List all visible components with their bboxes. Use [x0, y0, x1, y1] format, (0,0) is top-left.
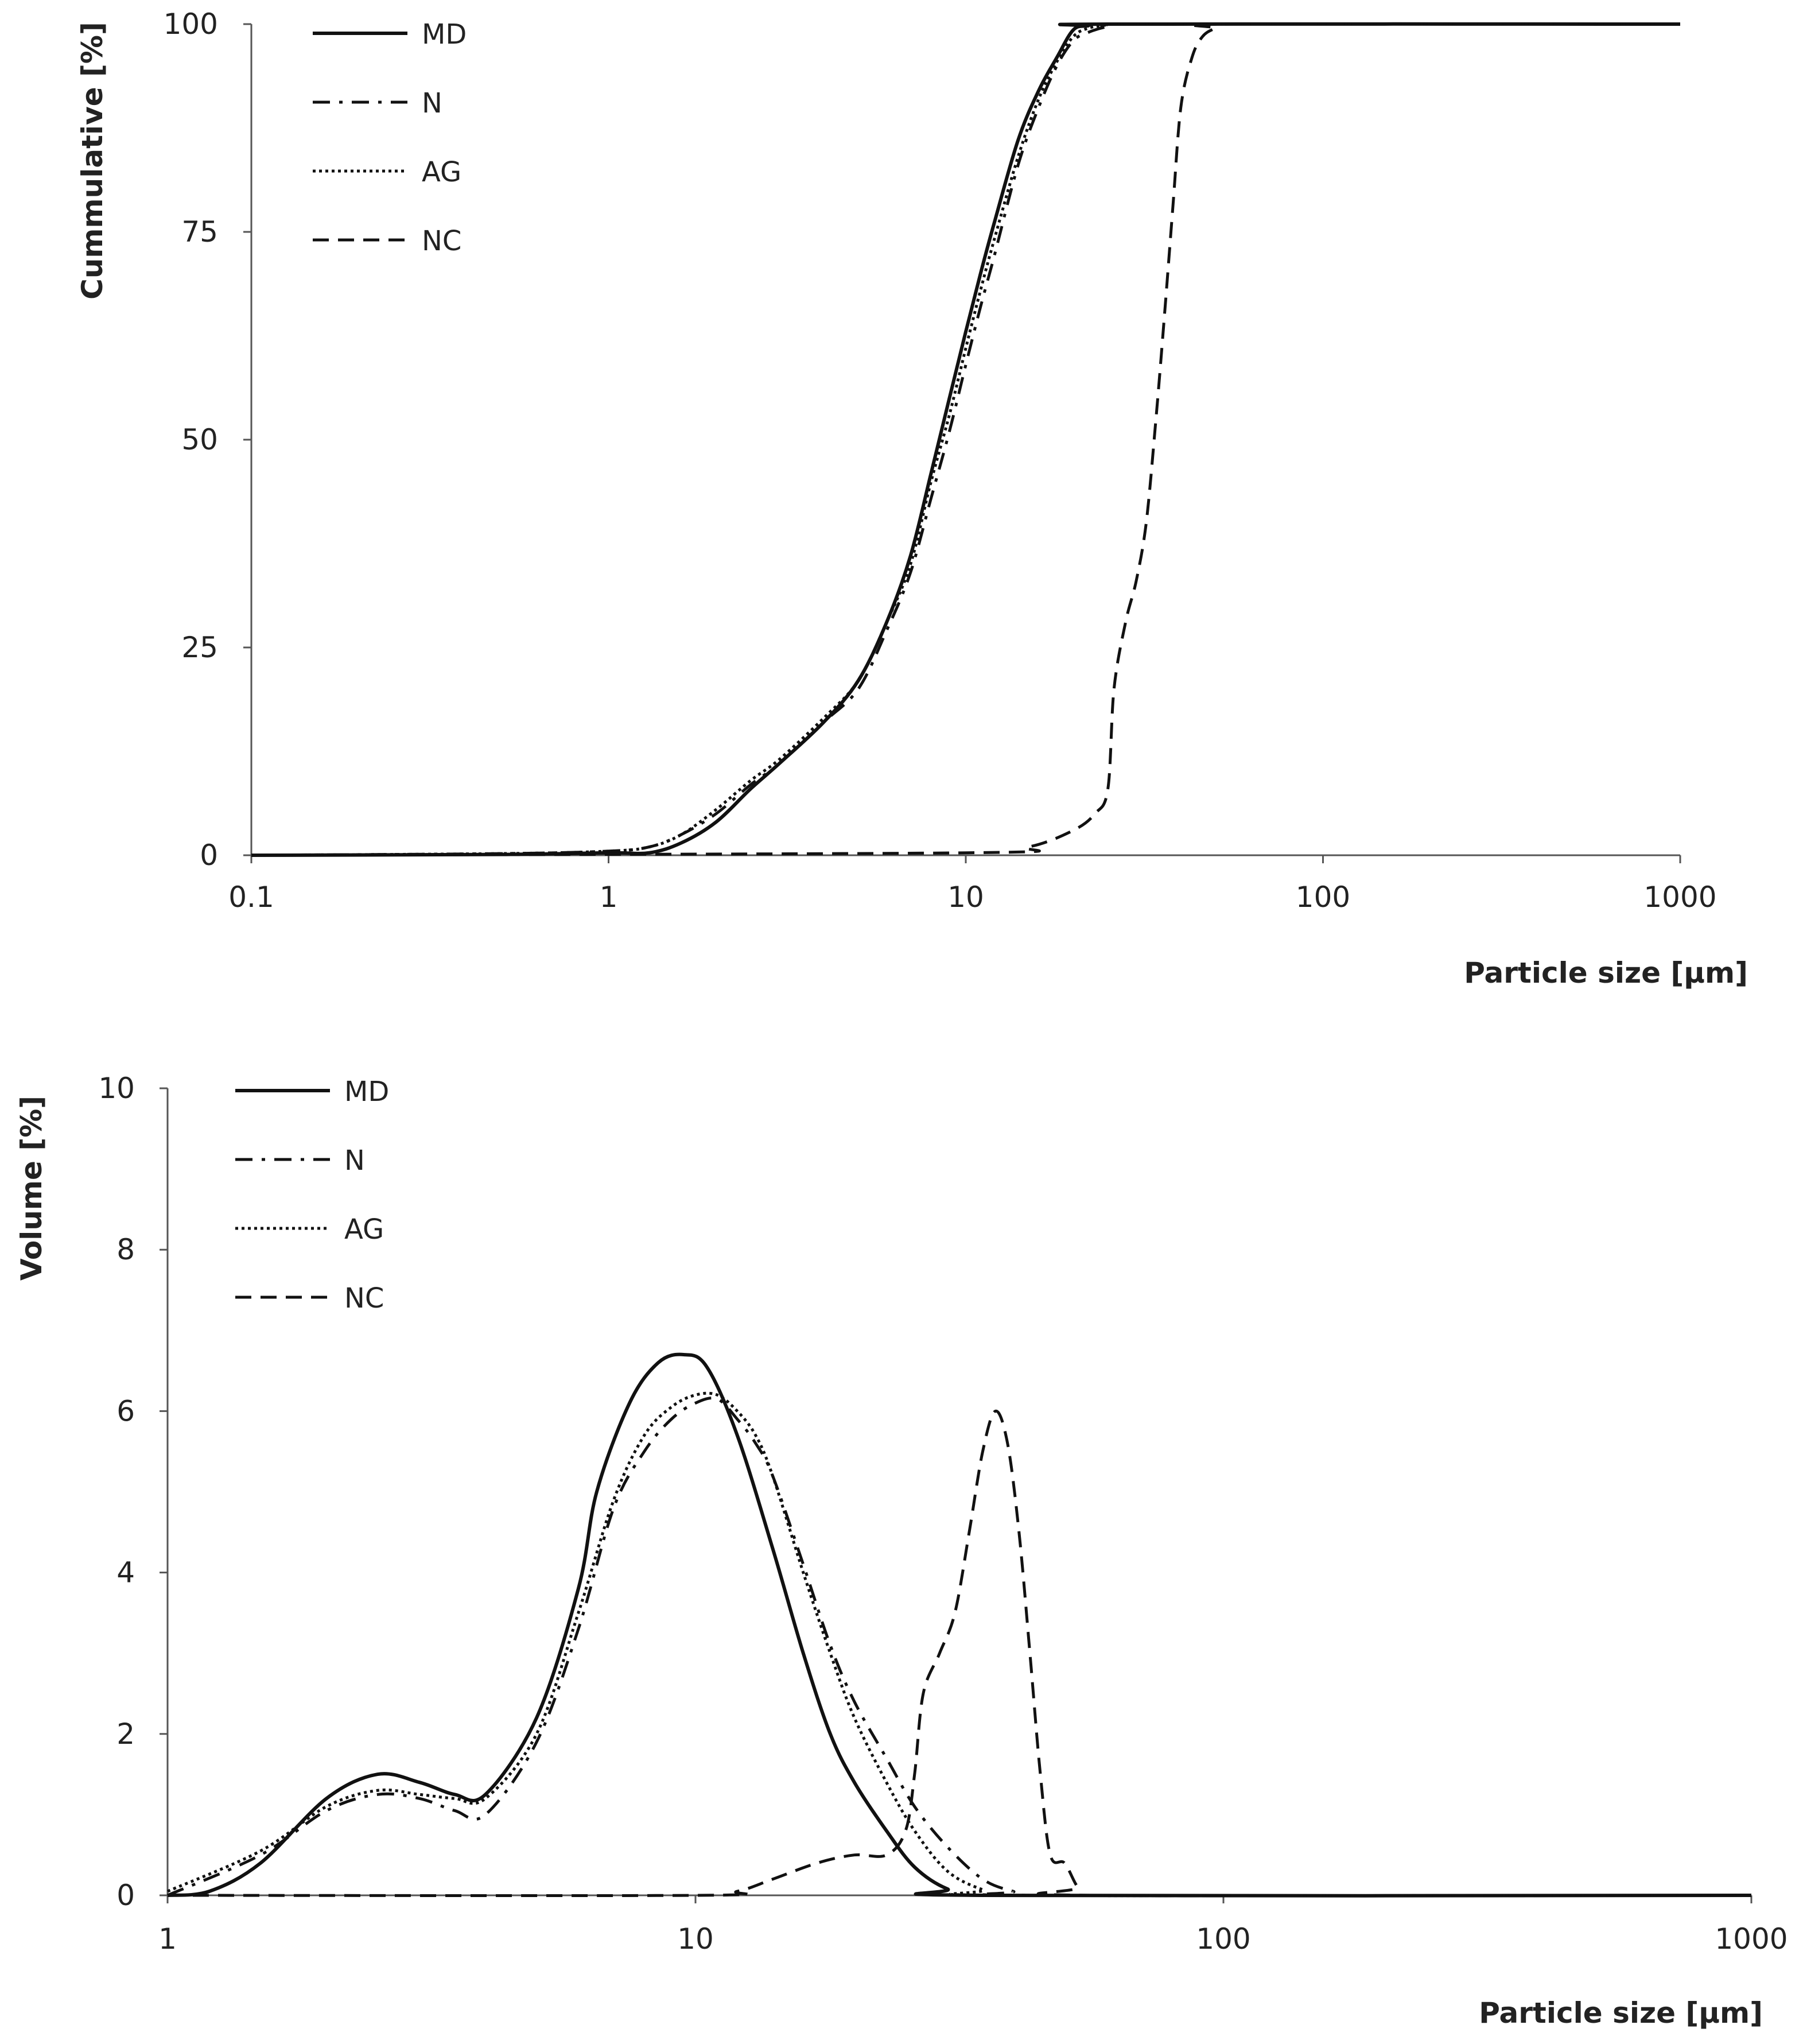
cumulative-y-tick-label: 25: [181, 631, 218, 664]
cumulative-x-tick-label: 10: [947, 881, 984, 914]
volume-y-tick-label: 0: [116, 1879, 135, 1912]
volume-legend-label-n: N: [344, 1145, 365, 1177]
cumulative-x-tick-label: 100: [1296, 881, 1350, 914]
cumulative-series-n: [251, 22, 1681, 857]
cumulative-series-ag: [251, 22, 1681, 857]
cumulative-series-nc: [251, 22, 1681, 857]
cumulative-y-tick-label: 50: [181, 423, 218, 456]
cumulative-chart: 0.1 1 10 100 1000 0 25 50 75 100 MD N AG NC Particle…: [76, 7, 1748, 990]
volume-x-tick-label: 1000: [1715, 1922, 1788, 1956]
cumulative-x-tick-label: 1: [600, 881, 618, 914]
volume-y-axis-title: Volume [%]: [15, 1096, 48, 1281]
volume-x-tick-label: 100: [1196, 1922, 1250, 1956]
cumulative-legend-label-nc: NC: [422, 225, 461, 257]
cumulative-legend-label-ag: AG: [422, 156, 461, 188]
volume-legend-label-ag: AG: [344, 1213, 384, 1246]
cumulative-x-tick-label: 0.1: [228, 881, 274, 914]
cumulative-x-tick-label: 1000: [1643, 881, 1716, 914]
cumulative-series-md: [251, 22, 1681, 857]
volume-x-tick-label: 1: [158, 1922, 177, 1956]
volume-y-tick-label: 2: [116, 1717, 135, 1751]
cumulative-y-axis-title: Cummulative [%]: [76, 22, 109, 300]
cumulative-y-tick-label: 100: [164, 7, 218, 41]
volume-chart: 1 10 100 1000 0 2 4 6 8 10 MD N AG NC Particle size …: [15, 1072, 1788, 2030]
cumulative-legend-label-md: MD: [422, 18, 467, 51]
volume-y-tick-label: 4: [116, 1556, 135, 1589]
volume-legend-label-md: MD: [344, 1076, 389, 1108]
volume-x-tick-label: 10: [677, 1922, 714, 1956]
volume-x-axis-title: Particle size [μm]: [1479, 1996, 1763, 2030]
volume-series-ag: [167, 1391, 1752, 1898]
volume-y-tick-label: 10: [98, 1072, 135, 1105]
cumulative-x-axis-title: Particle size [μm]: [1464, 956, 1748, 990]
cumulative-legend-label-n: N: [422, 87, 442, 119]
volume-y-tick-label: 8: [116, 1233, 135, 1266]
volume-series-nc: [167, 1409, 1752, 1898]
volume-legend-label-nc: NC: [344, 1282, 384, 1314]
volume-series-n: [167, 1397, 1752, 1898]
cumulative-y-tick-label: 0: [200, 839, 218, 872]
volume-series-md: [167, 1352, 1752, 1898]
volume-y-tick-label: 6: [116, 1394, 135, 1428]
cumulative-y-tick-label: 75: [181, 215, 218, 249]
